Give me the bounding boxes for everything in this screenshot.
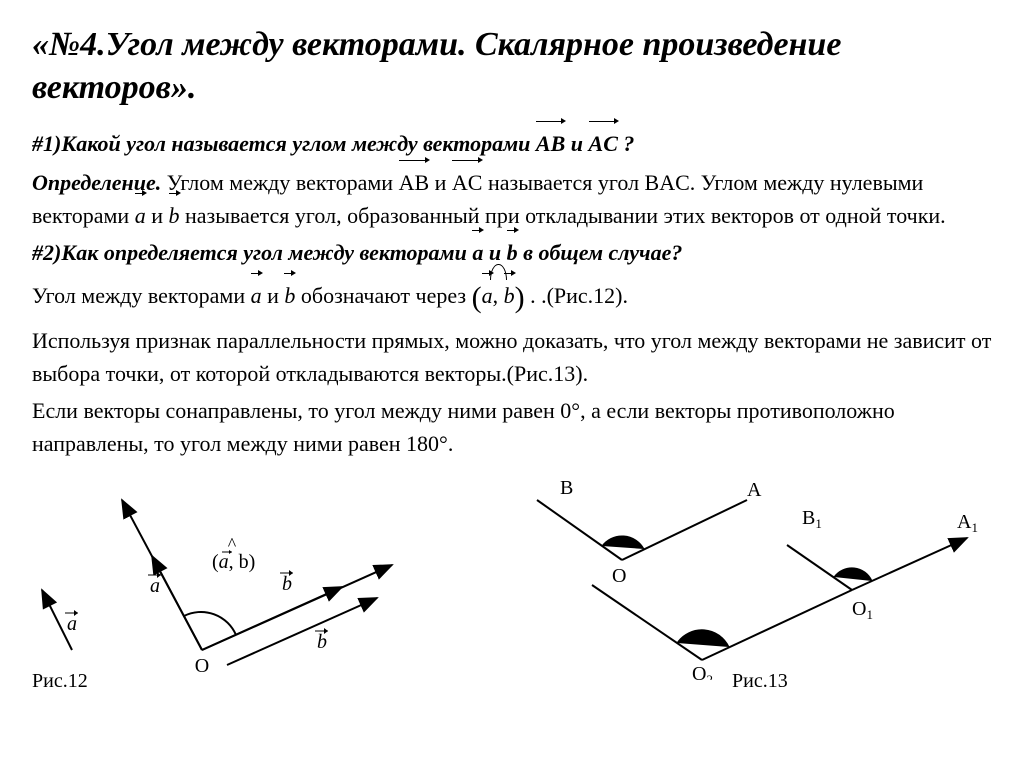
paren-open: ( xyxy=(472,281,482,314)
vector-a: a xyxy=(472,236,483,269)
figures-row: O a a b b (a, b) ^ Рис.12 xyxy=(32,470,992,700)
not-b: b xyxy=(504,283,515,308)
vector-b: b xyxy=(507,236,518,269)
q1-suffix: ? xyxy=(623,131,634,156)
label-O: O xyxy=(195,655,209,677)
def-t5: называется угол, образованный при отклад… xyxy=(185,203,946,228)
question-2: #2)Как определяется угол между векторами… xyxy=(32,236,992,269)
vector-AC: AC xyxy=(452,166,483,199)
vector-b: b xyxy=(504,279,515,312)
document-page: «№4.Угол между векторами. Скалярное прои… xyxy=(0,0,1024,710)
vec-ab-text: AB xyxy=(399,170,430,195)
label-b-free: b xyxy=(317,631,327,653)
q2-mid: и xyxy=(489,240,507,265)
def-t1: Углом между векторами xyxy=(167,170,399,195)
fig12-caption: Рис.12 xyxy=(32,670,88,693)
paragraph-notation: Угол между векторами a и b обозначают че… xyxy=(32,275,992,320)
label-B1: B1 xyxy=(802,507,822,531)
paragraph-codir: Если векторы сонаправлены, то угол между… xyxy=(32,394,992,460)
page-title: «№4.Угол между векторами. Скалярное прои… xyxy=(32,24,992,109)
p2-t1: Угол между векторами xyxy=(32,283,251,308)
not-comma: , xyxy=(493,283,504,308)
vec-ac-text: AC xyxy=(452,170,483,195)
paren-close: ) xyxy=(515,281,525,314)
label-b-ray: b xyxy=(282,573,292,595)
angle-notation: a , b xyxy=(482,279,515,312)
q1-mid: и xyxy=(571,131,589,156)
fig13-caption: Рис.13 xyxy=(732,670,788,693)
vector-a: a xyxy=(251,279,262,312)
label-A1: A1 xyxy=(957,511,978,535)
vector-AB: AB xyxy=(536,127,565,160)
angle-notation-fig: (a, b) xyxy=(212,551,255,573)
p2-t2: и xyxy=(267,283,284,308)
q2-suffix: в общем случае? xyxy=(523,240,682,265)
q2-prefix: #2)Как определяется угол между векторами xyxy=(32,240,472,265)
label-O1: O1 xyxy=(852,598,873,622)
question-1: #1)Какой угол называется углом между век… xyxy=(32,127,992,160)
label-O2: O2 xyxy=(692,663,713,680)
vector-a: a xyxy=(135,199,146,232)
vec-a-text: a xyxy=(135,203,146,228)
vec-b-text: b xyxy=(169,203,180,228)
label-O: O xyxy=(612,565,626,587)
paragraph-parallel: Используя признак параллельности прямых,… xyxy=(32,324,992,390)
not-a: a xyxy=(482,283,493,308)
vec-ac-text: AC xyxy=(589,131,618,156)
label-A: A xyxy=(747,479,762,501)
vector-a: a xyxy=(482,279,493,312)
vec-a-text: a xyxy=(472,240,483,265)
label-a-free: a xyxy=(67,613,77,635)
vector-AC: AC xyxy=(589,127,618,160)
arrow-icon xyxy=(536,115,565,127)
vec-b-text: b xyxy=(507,240,518,265)
def-t4: и xyxy=(151,203,168,228)
q1-prefix: #1)Какой угол называется углом между век… xyxy=(32,131,536,156)
label-B: B xyxy=(560,477,573,499)
p2-t3: обозначают через xyxy=(301,283,472,308)
vec-a-text: a xyxy=(251,283,262,308)
vec-ab-text: AB xyxy=(536,131,565,156)
definition-paragraph: Определение. Углом между векторами AB и … xyxy=(32,166,992,232)
vec-b-text: b xyxy=(284,283,295,308)
arrow-icon xyxy=(589,115,618,127)
definition-label: Определение. xyxy=(32,170,161,195)
figure-13: O B A O2 O1 B1 A1 xyxy=(512,470,992,680)
figure-12: O a a b b (a, b) ^ xyxy=(32,470,412,680)
label-a-ray: a xyxy=(150,575,160,597)
vector-b: b xyxy=(284,279,295,312)
p2-t4: . .(Рис.12). xyxy=(530,283,628,308)
def-t2: и xyxy=(435,170,452,195)
vector-b: b xyxy=(169,199,180,232)
vector-AB: AB xyxy=(399,166,430,199)
